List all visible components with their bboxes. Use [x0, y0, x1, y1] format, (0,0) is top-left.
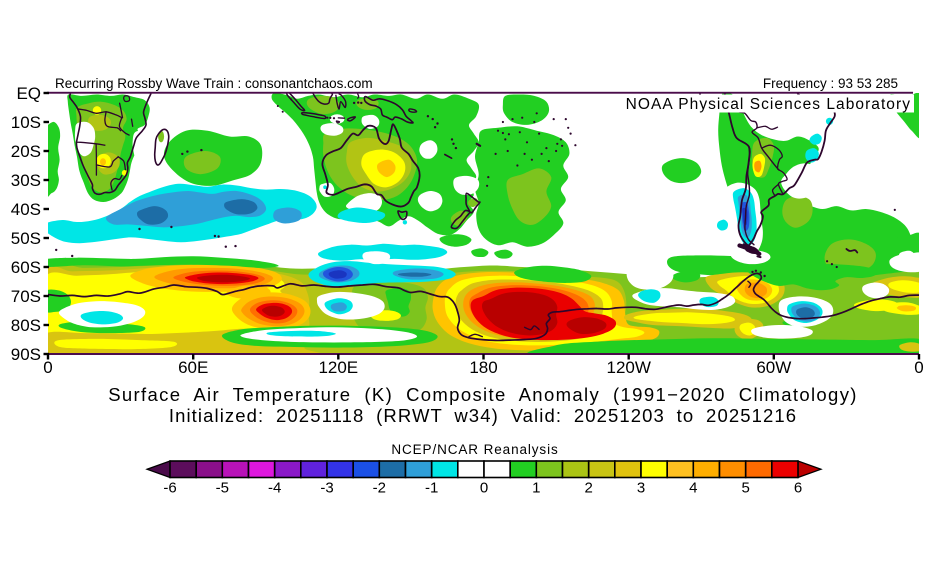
svg-text:60S: 60S — [11, 258, 41, 277]
svg-text:NOAA Physical Sciences Laborat: NOAA Physical Sciences Laboratory — [626, 96, 911, 113]
svg-text:6: 6 — [794, 480, 802, 497]
svg-text:Surface Air Temperature (K) Co: Surface Air Temperature (K) Composite An… — [108, 384, 858, 405]
svg-text:2: 2 — [585, 480, 593, 497]
svg-text:70S: 70S — [11, 287, 41, 306]
svg-text:Initialized: 20251118 (RRWT w3: Initialized: 20251118 (RRWT w34) Valid: … — [169, 405, 797, 426]
svg-text:0: 0 — [480, 480, 488, 497]
svg-text:-6: -6 — [163, 480, 176, 497]
svg-text:Recurring Rossby Wave Train :: Recurring Rossby Wave Train : consonantc… — [55, 76, 373, 91]
svg-text:0: 0 — [43, 358, 52, 377]
svg-text:180: 180 — [469, 358, 497, 377]
svg-text:120W: 120W — [606, 358, 650, 377]
svg-text:-3: -3 — [320, 480, 333, 497]
svg-text:-5: -5 — [216, 480, 229, 497]
svg-text:4: 4 — [689, 480, 697, 497]
svg-text:EQ: EQ — [16, 84, 41, 103]
svg-text:20S: 20S — [11, 142, 41, 161]
svg-text:50S: 50S — [11, 229, 41, 248]
svg-text:3: 3 — [637, 480, 645, 497]
svg-text:0: 0 — [914, 358, 923, 377]
svg-text:40S: 40S — [11, 200, 41, 219]
svg-text:Frequency : 93 53 285: Frequency : 93 53 285 — [763, 76, 898, 91]
svg-text:30S: 30S — [11, 171, 41, 190]
svg-text:120E: 120E — [318, 358, 358, 377]
svg-text:60E: 60E — [178, 358, 208, 377]
svg-text:NCEP/NCAR Reanalysis: NCEP/NCAR Reanalysis — [391, 442, 558, 457]
svg-text:10S: 10S — [11, 113, 41, 132]
svg-text:60W: 60W — [756, 358, 791, 377]
svg-text:80S: 80S — [11, 316, 41, 335]
svg-text:-4: -4 — [268, 480, 281, 497]
svg-text:90S: 90S — [11, 345, 41, 364]
svg-text:5: 5 — [742, 480, 750, 497]
svg-text:-2: -2 — [373, 480, 386, 497]
svg-text:1: 1 — [532, 480, 540, 497]
svg-text:-1: -1 — [425, 480, 438, 497]
